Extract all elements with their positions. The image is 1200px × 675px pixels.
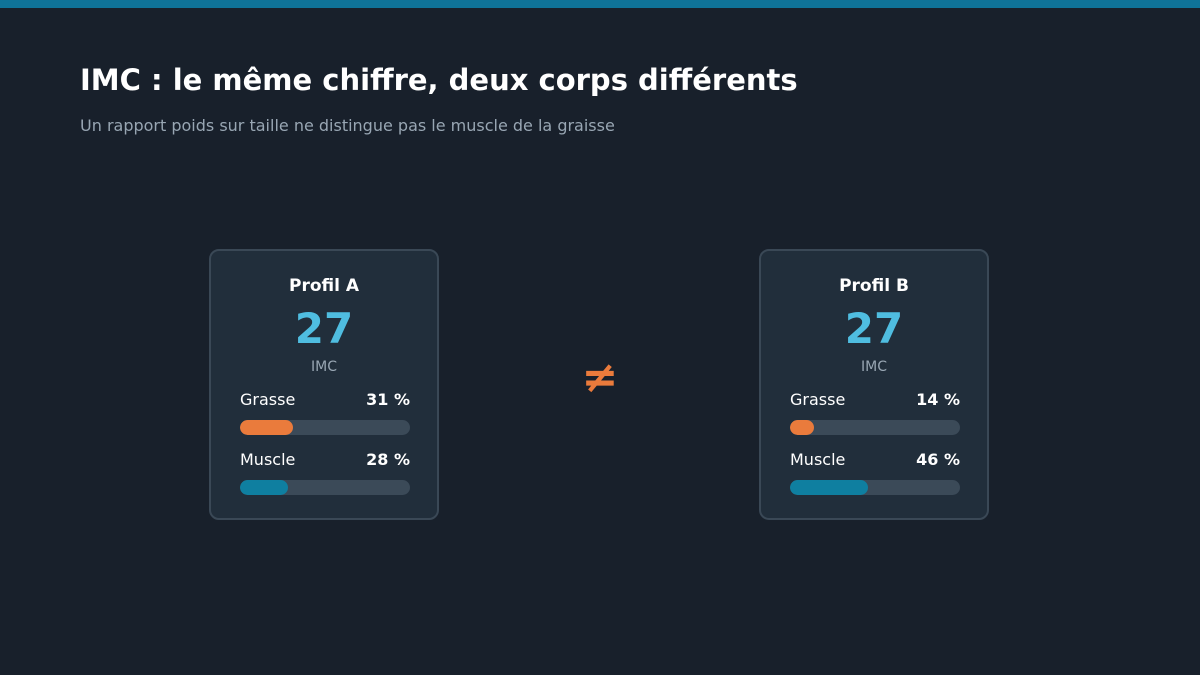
page-title: IMC : le même chiffre, deux corps différ… — [80, 63, 798, 97]
fat-percentage: 14 % — [916, 390, 960, 409]
muscle-percentage: 46 % — [916, 450, 960, 469]
fat-metric: Grasse 14 % — [790, 389, 960, 449]
profile-title: Profil B — [839, 276, 909, 296]
page-subtitle: Un rapport poids sur taille ne distingue… — [80, 116, 615, 135]
bmi-value: 27 — [844, 304, 904, 353]
muscle-metric: Muscle 28 % — [240, 449, 410, 509]
fat-label: Grasse — [240, 390, 296, 409]
fat-progress-track — [790, 420, 960, 435]
profile-card-b: Profil B 27 IMC Grasse 14 % Muscle 46 % — [759, 249, 989, 520]
not-equal-symbol: ≠ — [581, 352, 619, 403]
profile-card-a: Profil A 27 IMC Grasse 31 % Muscle 28 % — [209, 249, 439, 520]
profile-title: Profil A — [288, 276, 360, 296]
muscle-progress-fill — [240, 480, 288, 495]
top-accent-bar — [0, 0, 1200, 8]
bmi-unit-label: IMC — [311, 359, 337, 375]
muscle-metric: Muscle 46 % — [790, 449, 960, 509]
muscle-percentage: 28 % — [366, 450, 410, 469]
muscle-label: Muscle — [240, 450, 296, 469]
fat-percentage: 31 % — [366, 390, 410, 409]
muscle-label: Muscle — [790, 450, 846, 469]
bmi-value: 27 — [294, 304, 354, 353]
muscle-progress-track — [240, 480, 410, 495]
fat-progress-fill — [790, 420, 814, 435]
muscle-progress-track — [790, 480, 960, 495]
muscle-progress-fill — [790, 480, 869, 495]
fat-label: Grasse — [790, 390, 846, 409]
fat-progress-track — [240, 420, 410, 435]
bmi-unit-label: IMC — [861, 359, 887, 375]
fat-metric: Grasse 31 % — [240, 389, 410, 449]
fat-progress-fill — [240, 420, 293, 435]
